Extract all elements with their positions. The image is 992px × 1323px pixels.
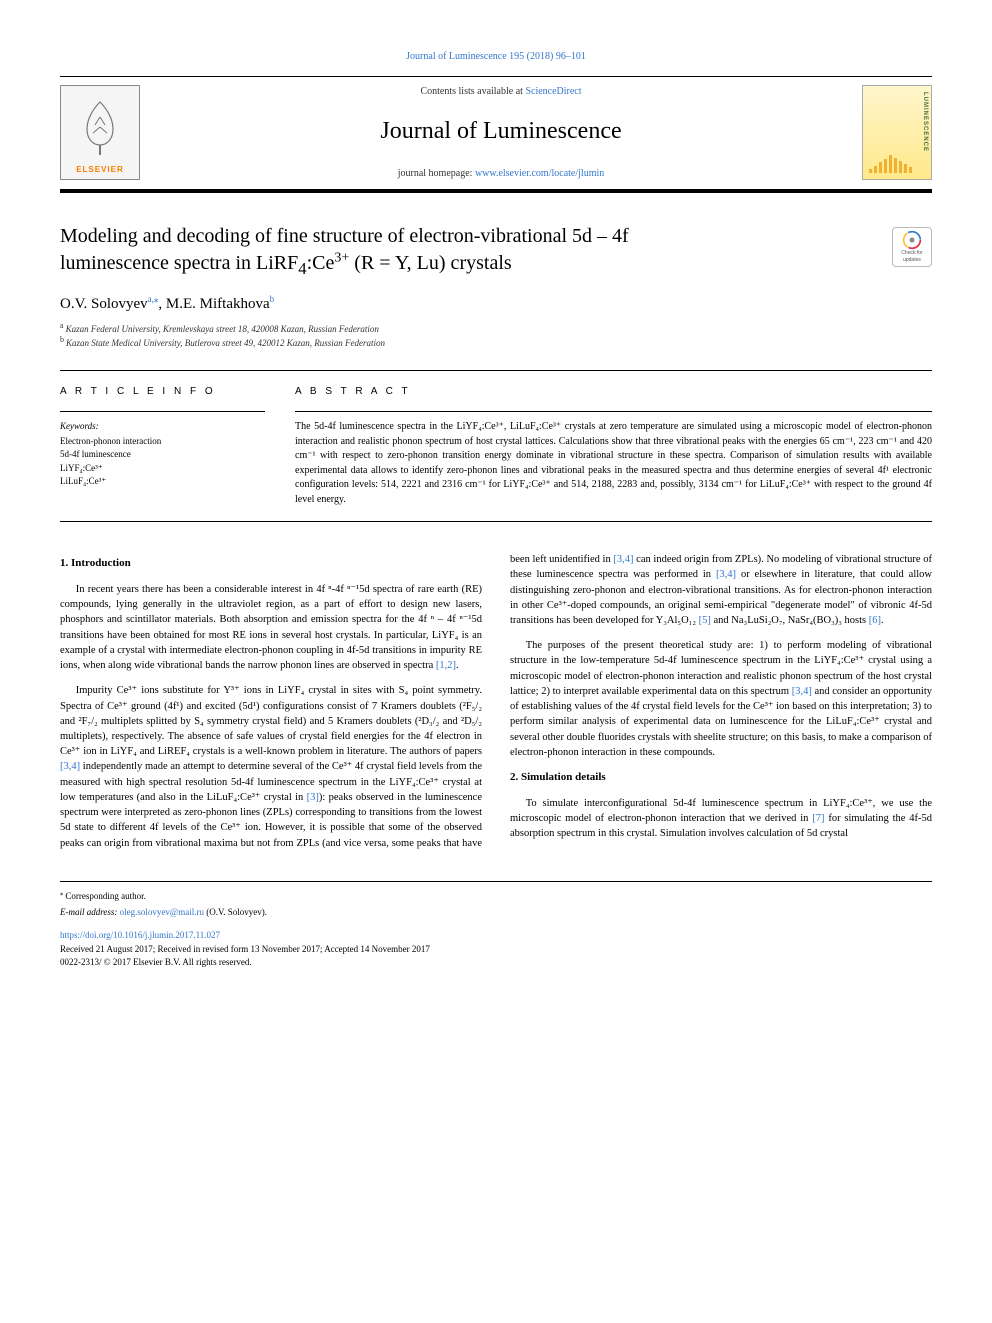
aff-a-text: Kazan Federal University, Kremlevskaya s… — [66, 324, 379, 334]
info-abstract-row: A R T I C L E I N F O Keywords: Electron… — [60, 370, 932, 522]
affiliation-a: aKazan Federal University, Kremlevskaya … — [60, 323, 932, 337]
title-suffix: (R = Y, Lu) crystals — [349, 252, 511, 274]
crossmark-text1: Check for — [901, 250, 922, 257]
p2a: Impurity Ce³⁺ ions substitute for Y³⁺ io… — [60, 685, 482, 757]
para-4: To simulate interconfigurational 5d-4f l… — [510, 796, 932, 842]
journal-cover-thumb: LUMINESCENCE — [862, 85, 932, 180]
cite-3-4-c[interactable]: [3,4] — [716, 569, 736, 580]
email-line: E-mail address: oleg.solovyev@mail.ru (O… — [60, 906, 932, 920]
elsevier-tree-icon — [65, 90, 135, 164]
corresponding-author: ⁎ Corresponding author. — [60, 890, 932, 904]
doi-link[interactable]: https://doi.org/10.1016/j.jlumin.2017.11… — [60, 929, 932, 943]
cite-3-4-b[interactable]: [3,4] — [613, 554, 633, 565]
keyword-item: LiYF₄:Ce³⁺ — [60, 462, 265, 476]
homepage-prefix: journal homepage: — [398, 168, 475, 179]
abstract-text: The 5d-4f luminescence spectra in the Li… — [295, 420, 932, 507]
para-1: In recent years there has been a conside… — [60, 582, 482, 673]
title-sup: 3+ — [334, 250, 349, 265]
p2f: and Na₃LuSi₂O₇, NaSr₄(BO₃)₃ hosts — [711, 615, 869, 626]
aff-b-sup: b — [60, 335, 64, 344]
author-2-aff[interactable]: b — [270, 294, 275, 304]
cite-3-4-a[interactable]: [3,4] — [60, 761, 80, 772]
title-line1: Modeling and decoding of fine structure … — [60, 225, 629, 247]
crossmark-badge[interactable]: Check for updates — [892, 227, 932, 267]
article-info: A R T I C L E I N F O Keywords: Electron… — [60, 385, 265, 507]
affiliation-b: bKazan State Medical University, Butlero… — [60, 337, 932, 351]
aff-b-text: Kazan State Medical University, Butlerov… — [66, 338, 385, 348]
title-mid: :Ce — [307, 252, 335, 274]
journal-ref-link[interactable]: Journal of Luminescence 195 (2018) 96–10… — [60, 50, 932, 64]
elsevier-logo: ELSEVIER — [60, 85, 140, 180]
title-sub: 4 — [298, 259, 306, 278]
crossmark-text2: updates — [903, 257, 921, 264]
author-1: O.V. Solovyev — [60, 296, 148, 312]
section-2-heading: 2. Simulation details — [510, 770, 932, 786]
authors: O.V. Solovyeva,⁎, M.E. Miftakhovab — [60, 294, 932, 315]
elsevier-brand-text: ELSEVIER — [76, 164, 124, 175]
abstract-column: A B S T R A C T The 5d-4f luminescence s… — [295, 385, 932, 507]
keyword-item: 5d-4f luminescence — [60, 448, 265, 462]
p1-end: . — [456, 660, 459, 671]
keywords-label: Keywords: — [60, 420, 265, 433]
cover-title-text: LUMINESCENCE — [921, 92, 929, 152]
sciencedirect-link[interactable]: ScienceDirect — [525, 86, 581, 97]
cover-bars-icon — [869, 151, 919, 173]
contents-line: Contents lists available at ScienceDirec… — [140, 85, 862, 99]
cite-7[interactable]: [7] — [812, 813, 824, 824]
journal-banner: ELSEVIER Contents lists available at Sci… — [60, 76, 932, 193]
banner-center: Contents lists available at ScienceDirec… — [140, 85, 862, 181]
article-info-heading: A R T I C L E I N F O — [60, 385, 265, 399]
email-link[interactable]: oleg.solovyev@mail.ru — [120, 907, 204, 917]
cite-1-2[interactable]: [1,2] — [436, 660, 456, 671]
email-label: E-mail address: — [60, 907, 120, 917]
keyword-item: Electron-phonon interaction — [60, 435, 265, 449]
author-2: , M.E. Miftakhova — [158, 296, 269, 312]
cite-6[interactable]: [6] — [869, 615, 881, 626]
keywords-list: Electron-phonon interaction5d-4f lumines… — [60, 435, 265, 489]
cite-5[interactable]: [5] — [699, 615, 711, 626]
abstract-rule — [295, 411, 932, 412]
journal-title: Journal of Luminescence — [140, 115, 862, 149]
info-rule — [60, 411, 265, 412]
article-title: Modeling and decoding of fine structure … — [60, 223, 872, 281]
crossmark-icon — [902, 230, 922, 250]
affiliations: aKazan Federal University, Kremlevskaya … — [60, 323, 932, 350]
title-line2-prefix: luminescence spectra in LiRF — [60, 252, 298, 274]
contents-prefix: Contents lists available at — [420, 86, 525, 97]
p2g: . — [881, 615, 884, 626]
email-suffix: (O.V. Solovyev). — [204, 907, 267, 917]
cite-3[interactable]: [3] — [307, 792, 319, 803]
copyright: 0022-2313/ © 2017 Elsevier B.V. All righ… — [60, 956, 932, 970]
body-columns: 1. Introduction In recent years there ha… — [60, 552, 932, 851]
article-history: Received 21 August 2017; Received in rev… — [60, 943, 932, 957]
aff-a-sup: a — [60, 321, 64, 330]
section-1-heading: 1. Introduction — [60, 556, 482, 572]
title-row: Modeling and decoding of fine structure … — [60, 223, 932, 295]
footer-block: ⁎ Corresponding author. E-mail address: … — [60, 881, 932, 970]
para-3: The purposes of the present theoretical … — [510, 638, 932, 760]
abstract-heading: A B S T R A C T — [295, 385, 932, 399]
p1-text: In recent years there has been a conside… — [60, 584, 482, 671]
keyword-item: LiLuF₄:Ce³⁺ — [60, 475, 265, 489]
cite-3-4-d[interactable]: [3,4] — [792, 686, 812, 697]
homepage-link[interactable]: www.elsevier.com/locate/jlumin — [475, 168, 604, 179]
corr-text: Corresponding author. — [63, 891, 146, 901]
homepage-line: journal homepage: www.elsevier.com/locat… — [140, 167, 862, 181]
